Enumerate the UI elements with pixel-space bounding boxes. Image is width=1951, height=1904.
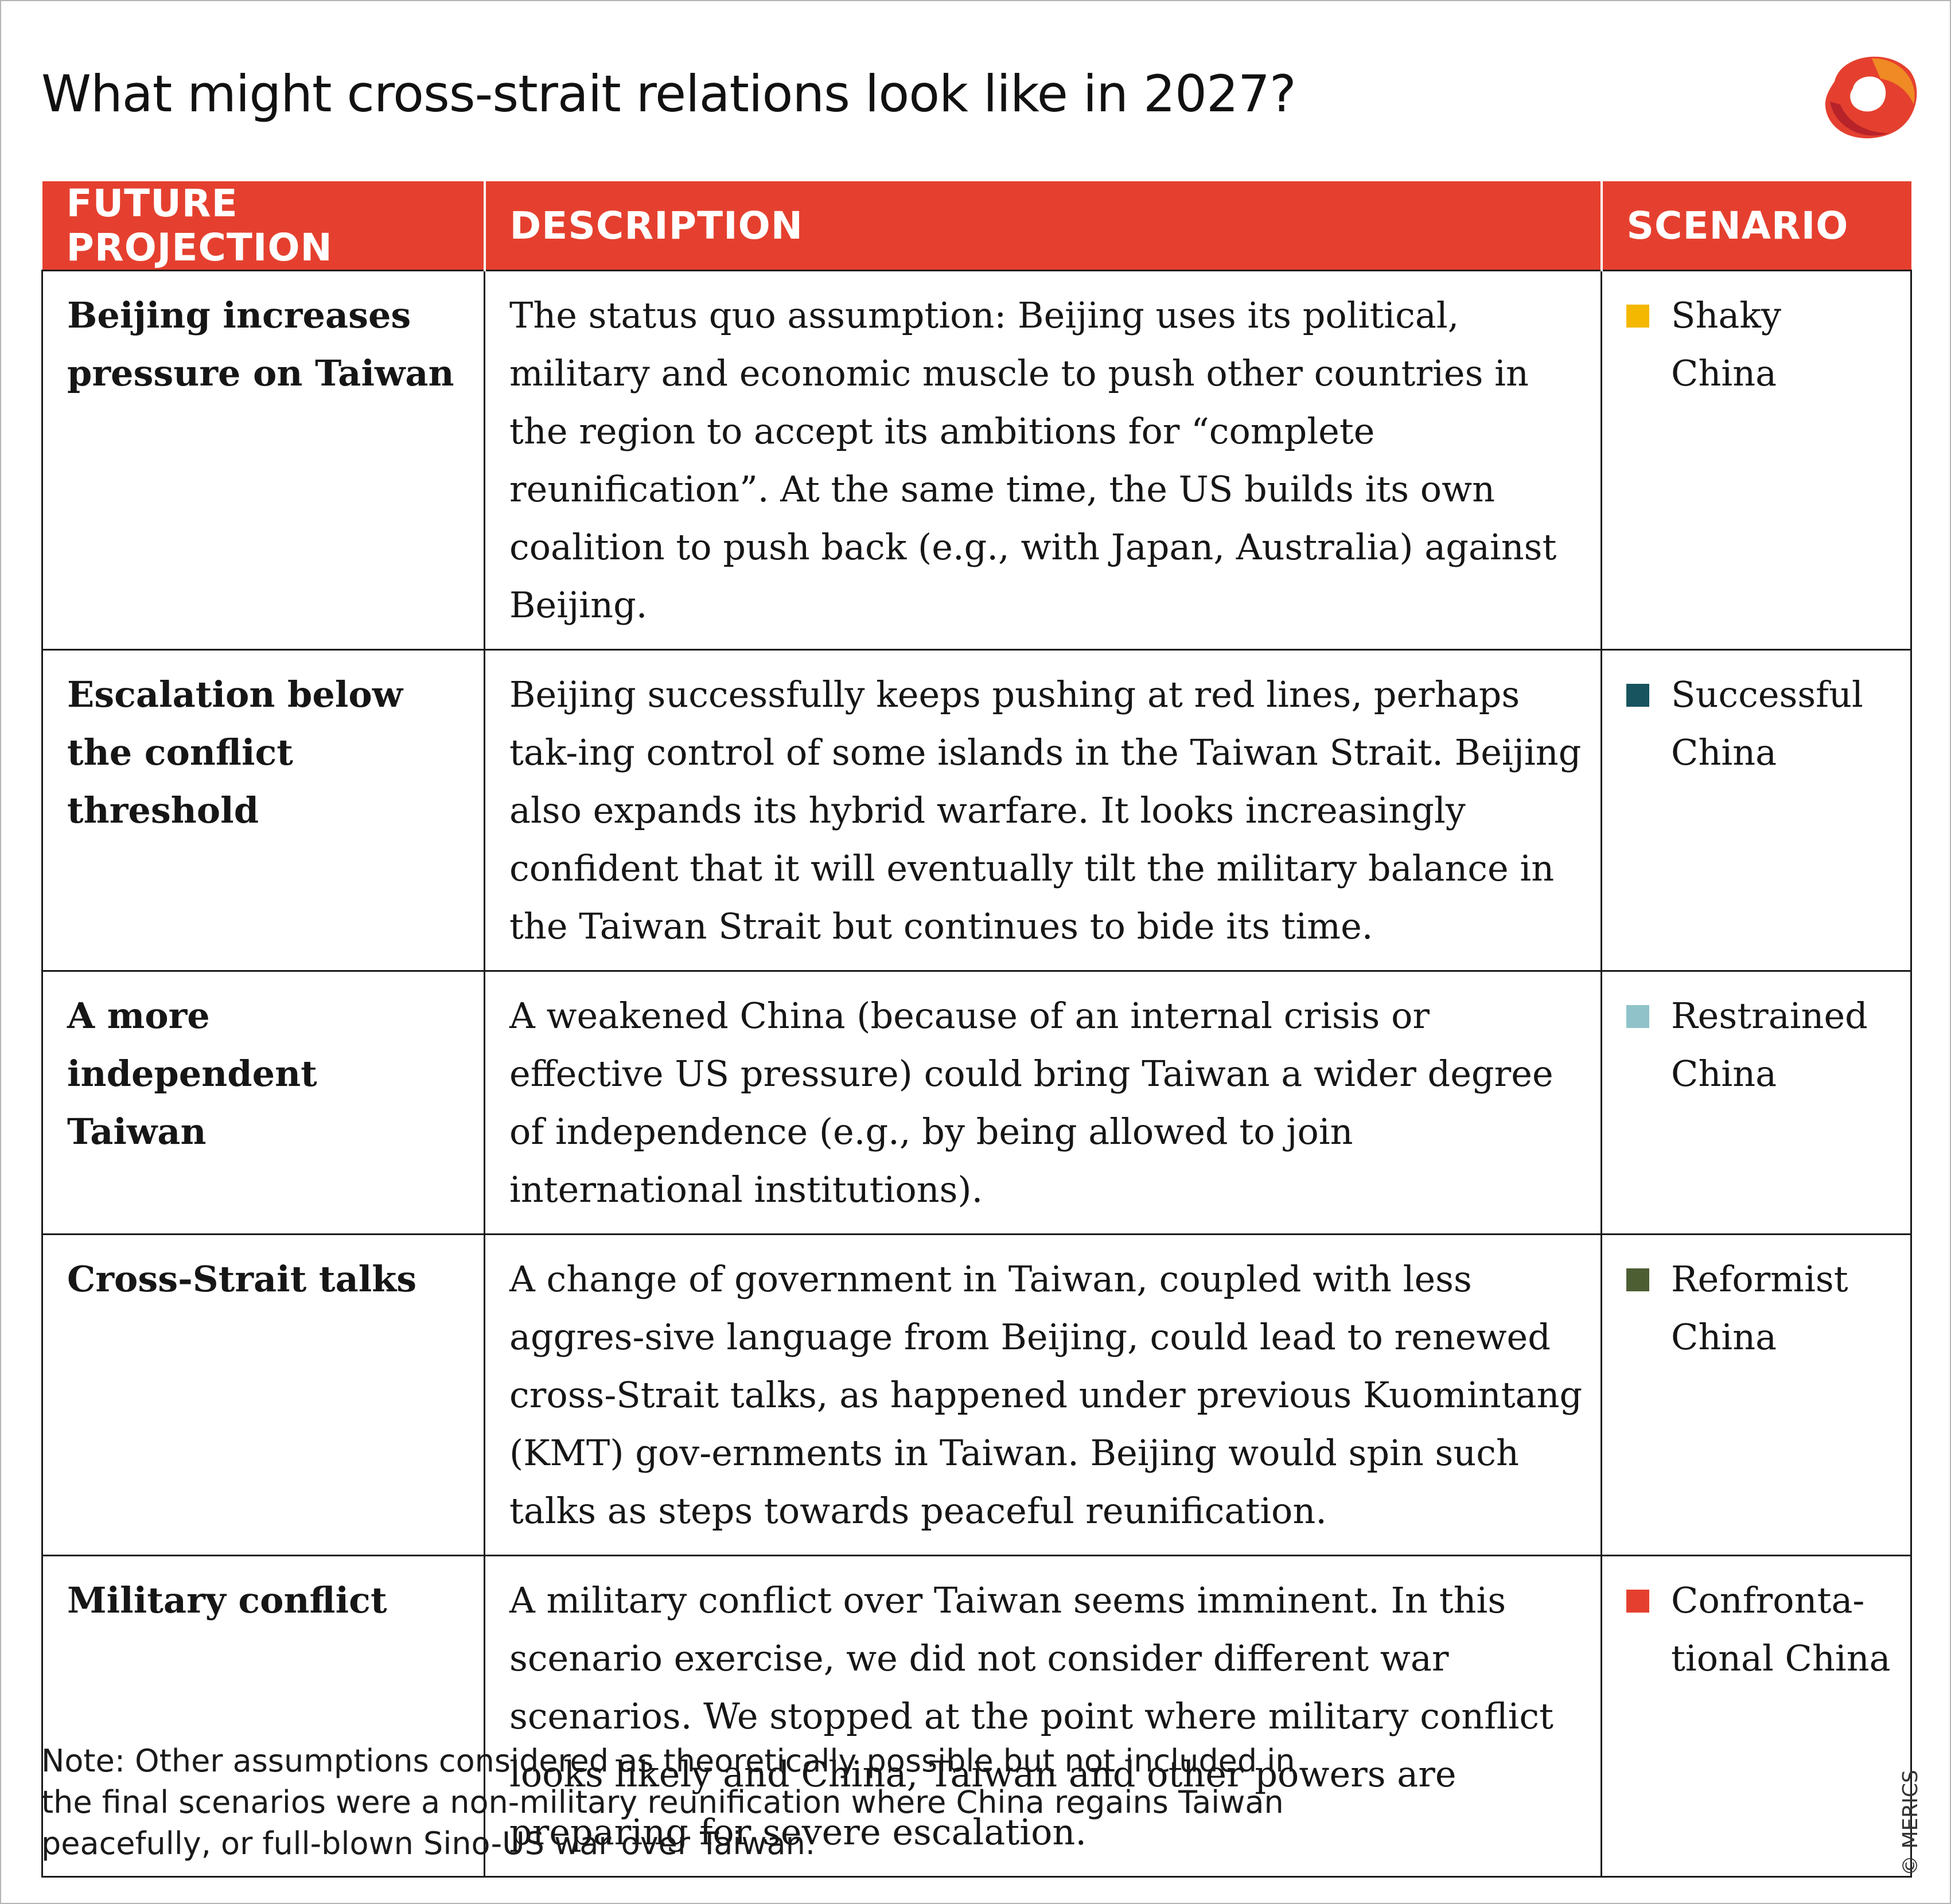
description-cell: A military conflict over Taiwan seems im… (484, 1555, 1602, 1878)
copyright-credit: © MERICS (1899, 1770, 1922, 1876)
table-header-row: FUTURE PROJECTION DESCRIPTION SCENARIO (42, 181, 1911, 271)
scenario-label: Successful China (1671, 673, 1863, 773)
header-scenario: SCENARIO (1600, 181, 1911, 271)
table-row: Escalation below the conflict threshold … (41, 649, 1912, 972)
projection-cell: A more independent Taiwan (41, 970, 485, 1235)
scenario-label: Reformist China (1671, 1258, 1848, 1358)
scenario-color-swatch (1626, 305, 1649, 328)
projection-cell: Escalation below the conflict threshold (41, 649, 485, 972)
table-row: Military conflict A military conflict ov… (41, 1555, 1912, 1878)
projection-cell: Military conflict (41, 1555, 485, 1878)
header-future-projection: FUTURE PROJECTION (42, 181, 485, 271)
scenario-color-swatch (1626, 1590, 1649, 1613)
page-title: What might cross-strait relations look l… (41, 64, 1296, 123)
table-row: Cross-Strait talks A change of governmen… (41, 1233, 1912, 1556)
header-description: DESCRIPTION (483, 181, 1602, 271)
projection-cell: Beijing increases pressure on Taiwan (41, 270, 485, 651)
merics-logo-icon (1825, 56, 1917, 139)
scenario-cell: Successful China (1600, 649, 1912, 972)
scenario-color-swatch (1626, 684, 1649, 707)
description-cell: A change of government in Taiwan, couple… (484, 1233, 1602, 1556)
description-cell: A weakened China (because of an internal… (484, 970, 1602, 1235)
scenario-label: Restrained China (1671, 995, 1868, 1095)
projection-cell: Cross-Strait talks (41, 1233, 485, 1556)
scenario-cell: Confronta-tional China (1600, 1555, 1912, 1878)
projection-table: FUTURE PROJECTION DESCRIPTION SCENARIO B… (41, 181, 1912, 1878)
scenario-label: Shaky China (1671, 294, 1781, 394)
scenario-color-swatch (1626, 1005, 1649, 1028)
scenario-label: Confronta-tional China (1671, 1579, 1891, 1679)
scenario-cell: Restrained China (1600, 970, 1912, 1235)
footnote: Note: Other assumptions considered as th… (41, 1743, 1295, 1862)
scenario-cell: Reformist China (1600, 1233, 1912, 1556)
scenario-color-swatch (1626, 1268, 1649, 1291)
table-row: A more independent Taiwan A weakened Chi… (41, 970, 1912, 1235)
description-cell: The status quo assumption: Beijing uses … (484, 270, 1602, 651)
scenario-cell: Shaky China (1600, 270, 1912, 651)
description-cell: Beijing successfully keeps pushing at re… (484, 649, 1602, 972)
table-row: Beijing increases pressure on Taiwan The… (41, 270, 1912, 651)
